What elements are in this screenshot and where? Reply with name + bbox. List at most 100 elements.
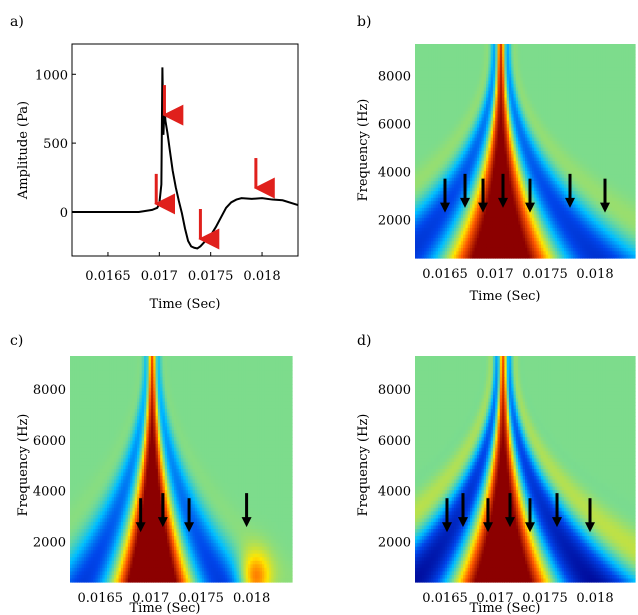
heatmap-cell [449, 64, 453, 68]
heatmap-cell [543, 154, 547, 159]
heatmap-cell [522, 80, 526, 85]
heatmap-cell [495, 161, 499, 165]
heatmap-cell [483, 80, 487, 85]
heatmap-cell [486, 137, 489, 142]
heatmap-cell [536, 87, 540, 92]
heatmap-cell [630, 70, 634, 75]
heatmap-cell [470, 174, 473, 179]
heatmap-cell [557, 127, 560, 132]
heatmap-cell [543, 164, 547, 169]
heatmap-cell [508, 157, 512, 162]
heatmap-cell [632, 120, 636, 125]
heatmap-cell [602, 161, 606, 165]
heatmap-cell [513, 100, 517, 105]
heatmap-cell [541, 137, 544, 142]
heatmap-cell [612, 157, 615, 162]
heatmap-cell [486, 97, 489, 102]
heatmap-cell [536, 50, 540, 55]
heatmap-cell [566, 84, 570, 89]
heatmap-cell [618, 57, 622, 62]
heatmap-cell [621, 67, 625, 72]
heatmap-cell [513, 174, 517, 179]
heatmap-cell [456, 171, 460, 175]
heatmap-cell [543, 87, 547, 92]
heatmap-cell [563, 97, 567, 102]
heatmap-cell [506, 47, 510, 52]
heatmap-cell [589, 120, 593, 125]
heatmap-cell [522, 70, 526, 75]
heatmap-cell [561, 124, 565, 129]
heatmap-cell [591, 127, 595, 132]
heatmap-cell [502, 134, 505, 139]
heatmap-cell [573, 151, 577, 155]
heatmap-cell [561, 110, 565, 115]
heatmap-cell [602, 60, 606, 65]
heatmap-cell [559, 164, 563, 169]
panel-a-xtick-label: 0.0165 [85, 269, 131, 284]
heatmap-cell [506, 80, 510, 85]
heatmap-cell [607, 157, 611, 162]
heatmap-cell [492, 117, 496, 122]
heatmap-cell [492, 124, 496, 129]
heatmap-cell [511, 134, 515, 139]
heatmap-cell [552, 114, 556, 119]
heatmap-cell [426, 80, 430, 85]
heatmap-cell [547, 124, 551, 129]
heatmap-cell [630, 164, 634, 169]
heatmap-cell [529, 104, 533, 109]
heatmap-cell [596, 140, 599, 145]
heatmap-cell [628, 97, 632, 102]
heatmap-cell [513, 154, 517, 159]
heatmap-cell [479, 87, 483, 92]
heatmap-cell [609, 104, 613, 109]
heatmap-cell [586, 74, 590, 79]
heatmap-cell [632, 94, 636, 99]
heatmap-cell [577, 120, 581, 125]
heatmap-cell [502, 104, 505, 109]
heatmap-cell [596, 164, 599, 169]
heatmap-cell [582, 67, 586, 72]
heatmap-cell [557, 44, 560, 48]
heatmap-cell [453, 74, 457, 79]
heatmap-cell [580, 117, 583, 122]
heatmap-cell [561, 84, 565, 89]
heatmap-cell [598, 77, 602, 82]
heatmap-cell [605, 161, 609, 165]
heatmap-cell [527, 157, 531, 162]
heatmap-cell [543, 90, 547, 95]
heatmap-cell [463, 164, 467, 169]
heatmap-cell [534, 157, 538, 162]
heatmap-cell [570, 171, 574, 175]
heatmap-cell [538, 114, 542, 119]
heatmap-cell [465, 120, 469, 125]
heatmap-cell [424, 60, 428, 65]
heatmap-cell [515, 114, 519, 119]
heatmap-cell [511, 80, 515, 85]
heatmap-cell [437, 104, 441, 109]
heatmap-cell [451, 154, 455, 159]
heatmap-cell [435, 64, 439, 68]
heatmap-cell [488, 97, 492, 102]
heatmap-cell [607, 114, 611, 119]
heatmap-cell [415, 120, 418, 125]
heatmap-cell [428, 54, 432, 58]
heatmap-cell [628, 157, 632, 162]
heatmap-cell [582, 140, 586, 145]
heatmap-cell [559, 64, 563, 68]
heatmap-cell [419, 104, 423, 109]
heatmap-cell [506, 127, 510, 132]
heatmap-cell [625, 97, 629, 102]
heatmap-cell [541, 74, 544, 79]
heatmap-cell [492, 57, 496, 62]
heatmap-cell [474, 137, 478, 142]
heatmap-cell [625, 120, 629, 125]
heatmap-cell [444, 157, 448, 162]
heatmap-cell [470, 94, 473, 99]
heatmap-cell [618, 60, 622, 65]
heatmap-cell [451, 140, 455, 145]
heatmap-cell [575, 134, 579, 139]
heatmap-cell [449, 124, 453, 129]
heatmap-cell [538, 44, 542, 48]
heatmap-cell [563, 110, 567, 115]
heatmap-cell [547, 161, 551, 165]
